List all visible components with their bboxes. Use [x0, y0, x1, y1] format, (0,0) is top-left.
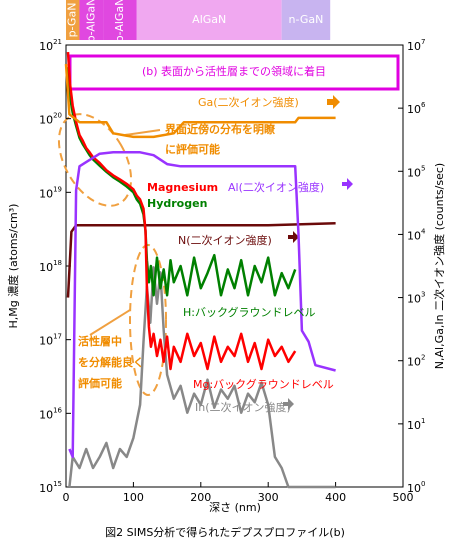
annotation: Mg:バックグラウンドレベル	[193, 377, 334, 391]
y2-tick-label: 103	[407, 291, 425, 306]
y-tick-label: 1016	[39, 406, 62, 421]
y2-tick-label: 102	[407, 354, 425, 369]
plot-frame	[65, 44, 404, 488]
series-label: In(二次イオン強度)	[195, 400, 291, 414]
layer-label: n-GaN	[289, 13, 324, 26]
series-line	[64, 63, 336, 139]
x-tick-label: 0	[63, 491, 70, 504]
series-label: Ga(二次イオン強度)	[198, 95, 299, 109]
series-label: Hydrogen	[147, 197, 207, 210]
y2-tick-label-exp: 7	[421, 38, 425, 46]
y2-tick-label: 107	[407, 38, 425, 53]
y2-tick-label: 100	[407, 480, 425, 495]
x-axis-title: 深さ (nm)	[209, 501, 261, 514]
y-tick-label-base: 10	[39, 261, 53, 274]
pointer	[124, 129, 161, 136]
y-tick-label-exp: 18	[53, 259, 62, 267]
y-tick-label: 1019	[39, 185, 62, 200]
y2-tick-label-exp: 2	[421, 354, 425, 362]
y2-tick-label: 101	[407, 417, 425, 432]
y-tick-label: 1017	[39, 333, 62, 348]
label-arrows	[283, 95, 353, 410]
arrow	[342, 178, 353, 190]
layer-band	[103, 0, 137, 40]
y-tick-label-base: 10	[39, 408, 53, 421]
layer-label: p-AlGaN	[113, 0, 126, 42]
dashed-ellipse	[129, 244, 167, 396]
annotation: H:バックグラウンドレベル	[183, 305, 316, 319]
x-tick-label: 400	[325, 491, 346, 504]
pointer	[89, 309, 131, 336]
y2-tick-label-exp: 5	[421, 164, 425, 172]
annotation: (b) 表面から活性層までの領域に着目	[142, 64, 326, 78]
y-tick-label: 1021	[39, 38, 62, 53]
y-tick-label-base: 10	[39, 187, 53, 200]
caption: 図2 SIMS分析で得られたデプスプロファイル(b)	[105, 525, 345, 539]
layer-band	[79, 0, 104, 40]
y2-tick-label-base: 10	[407, 229, 421, 242]
y2-tick-label-exp: 4	[421, 227, 426, 235]
y2-tick-label: 104	[407, 227, 426, 242]
y-tick-label: 1020	[39, 112, 62, 127]
y2-tick-label-base: 10	[407, 419, 421, 432]
layer-label: AlGaN	[192, 13, 226, 26]
y-tick-label-base: 10	[39, 482, 53, 495]
y2-tick-label: 106	[407, 101, 426, 116]
arrow	[283, 398, 294, 410]
layer-label: p-AlGaN	[84, 0, 97, 42]
x-tick-label: 500	[393, 491, 414, 504]
x-tick-label: 300	[258, 491, 279, 504]
annotation: 活性層中	[78, 334, 122, 348]
series-line	[68, 151, 336, 459]
y-tick-label: 1015	[39, 480, 62, 495]
y2-tick-label-exp: 1	[421, 417, 425, 425]
annotation: 界面近傍の分布を明瞭	[165, 122, 276, 136]
layer-band	[136, 0, 282, 40]
y2-tick-label-exp: 3	[421, 291, 425, 299]
y-tick-label-exp: 16	[53, 406, 62, 414]
series-label: Al(二次イオン強度)	[228, 180, 324, 194]
y2-tick-label-base: 10	[407, 356, 421, 369]
layer-label: p-GaN	[66, 3, 79, 38]
y2-tick-label-exp: 6	[421, 101, 426, 109]
y-tick-label-exp: 17	[53, 333, 62, 341]
y2-tick-label: 105	[407, 164, 425, 179]
arrow	[327, 95, 340, 109]
x-tick-label: 200	[190, 491, 211, 504]
annotation: に評価可能	[165, 142, 220, 156]
series-label: Magnesium	[147, 181, 218, 194]
y2-tick-label-base: 10	[407, 166, 421, 179]
y2-tick-label-base: 10	[407, 482, 421, 495]
series-line	[66, 52, 297, 371]
y-tick-label-exp: 21	[53, 38, 62, 46]
y2-axis-title: N,Al,Ga,In 二次イオン強度 (counts/sec)	[432, 163, 446, 369]
y-axis-title: H,Mg 濃度 (atoms/cm³)	[6, 204, 20, 329]
x-tick-label: 100	[123, 491, 144, 504]
y-tick-label-base: 10	[39, 114, 53, 127]
y2-tick-label-base: 10	[407, 293, 421, 306]
y-tick-label-base: 10	[39, 40, 53, 53]
y-tick-label-exp: 20	[53, 112, 62, 120]
y2-tick-label-base: 10	[407, 40, 421, 53]
y2-tick-label-exp: 0	[421, 480, 425, 488]
y2-tick-label-base: 10	[407, 103, 421, 116]
series-line	[68, 266, 336, 489]
layer-band	[66, 0, 80, 40]
layer-band	[281, 0, 331, 40]
arrow	[288, 231, 299, 243]
y-tick-label: 1018	[39, 259, 62, 274]
series-line	[66, 222, 336, 298]
y-tick-label-base: 10	[39, 335, 53, 348]
annotation: を分解能良く	[78, 355, 144, 369]
y-tick-label-exp: 19	[53, 185, 62, 193]
series-label: N(二次イオン強度)	[178, 233, 272, 247]
dashed-ellipse	[57, 113, 133, 207]
y-tick-label-exp: 15	[53, 480, 62, 488]
annotation: 評価可能	[78, 376, 122, 390]
